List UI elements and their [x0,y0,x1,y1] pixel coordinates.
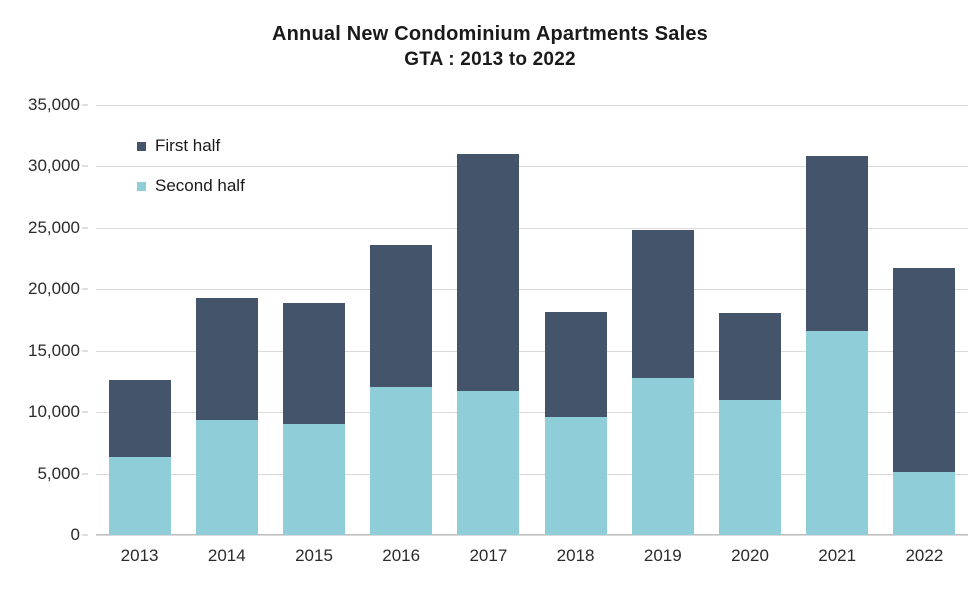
bar-segment-first-half[interactable] [544,311,607,417]
chart-legend: First half Second half [137,136,245,196]
bar-segment-first-half[interactable] [108,379,171,457]
bar-group[interactable] [544,105,607,535]
legend-swatch-icon [137,141,146,151]
legend-item-label: First half [155,136,221,155]
x-axis-tick-label: 2017 [469,546,508,565]
y-axis-tick-mark [82,473,88,475]
bar-group[interactable] [806,105,869,535]
bar-stack[interactable] [806,155,869,535]
legend-item[interactable]: Second half [137,176,245,196]
chart-subtitle: GTA : 2013 to 2022 [404,49,576,70]
bar-segment-second-half[interactable] [893,471,956,535]
bar-segment-second-half[interactable] [457,390,520,535]
bar-group[interactable] [893,105,956,535]
bar-group[interactable] [283,105,345,535]
bar-stack[interactable] [631,229,694,535]
bar-segment-second-half[interactable] [719,399,781,535]
y-axis: 0 5,000 10,000 15,000 20,000 25,000 30,000 35,0… [0,95,88,544]
x-axis-tick-label: 2016 [382,546,421,565]
y-axis-tick-label: 0 [70,525,80,544]
bar-group[interactable] [108,105,171,535]
legend-swatch-icon [137,181,146,191]
chart-title-block: Annual New Condominium Apartments Sales … [0,22,980,72]
y-axis-tick-mark [82,350,88,352]
bar-segment-second-half[interactable] [108,457,171,535]
bar-group[interactable] [457,105,520,535]
bar-segment-first-half[interactable] [457,153,520,391]
x-axis-tick-label: 2013 [120,546,159,565]
gridline [96,227,968,229]
x-axis: 2013 2014 2015 2016 2017 2018 2019 2020 2021 2022 [96,540,968,580]
gridline [96,105,968,106]
y-axis-tick-label: 10,000 [28,402,80,422]
gridline [96,412,968,414]
gridline [96,350,968,352]
y-axis-tick-label: 30,000 [28,156,80,176]
bar-stack[interactable] [283,302,345,535]
bar-segment-first-half[interactable] [806,155,869,331]
y-axis-tick-mark [82,411,88,413]
bar-stack[interactable] [195,297,258,535]
bar-segment-second-half[interactable] [195,420,258,535]
bar-segment-first-half[interactable] [195,297,258,421]
y-axis-tick-label: 5,000 [37,463,80,483]
x-axis-tick-label: 2014 [207,546,246,565]
bar-stack[interactable] [719,312,781,535]
gridline [96,166,968,168]
x-axis-tick-label: 2022 [905,546,944,565]
bar-stack[interactable] [370,244,433,535]
gridline [96,289,968,291]
x-axis-tick-label: 2019 [643,546,682,565]
y-axis-tick-mark [82,104,88,106]
y-axis-tick-label: 35,000 [28,95,80,114]
bar-group[interactable] [719,105,781,535]
bar-segment-first-half[interactable] [283,302,345,424]
y-axis-tick-mark [82,227,88,229]
x-axis-line [96,534,968,535]
legend-item-label: Second half [155,176,245,195]
y-axis-tick-label: 15,000 [28,340,80,360]
bar-segment-first-half[interactable] [893,267,956,472]
bar-group[interactable] [631,105,694,535]
bar-group[interactable] [195,105,258,535]
bar-segment-second-half[interactable] [544,416,607,535]
y-axis-tick-label: 20,000 [28,279,80,299]
bar-stack[interactable] [893,267,956,535]
bar-segment-second-half[interactable] [283,423,345,535]
bar-stack[interactable] [544,311,607,535]
bar-stack[interactable] [457,153,520,535]
bars-layer [96,105,968,535]
bar-segment-first-half[interactable] [719,312,781,400]
bar-segment-first-half[interactable] [631,229,694,378]
x-axis-tick-label: 2020 [731,546,769,565]
bar-segment-second-half[interactable] [806,330,869,535]
y-axis-tick-label: 25,000 [28,217,80,237]
plot-area [96,105,968,536]
legend-item[interactable]: First half [137,136,245,156]
gridline [96,473,968,475]
x-axis-tick-label: 2021 [818,546,857,565]
bar-segment-second-half[interactable] [370,386,433,535]
y-axis-tick-mark [82,534,88,536]
bar-stack[interactable] [108,379,171,535]
gridline [96,535,968,536]
bar-segment-first-half[interactable] [370,244,433,387]
y-axis-tick-mark [82,288,88,290]
bar-group[interactable] [370,105,433,535]
x-axis-tick-label: 2015 [295,546,333,565]
x-axis-tick-label: 2018 [556,546,595,565]
y-axis-tick-mark [82,165,88,167]
chart-title: Annual New Condominium Apartments Sales [271,23,708,45]
bar-segment-second-half[interactable] [631,377,694,535]
